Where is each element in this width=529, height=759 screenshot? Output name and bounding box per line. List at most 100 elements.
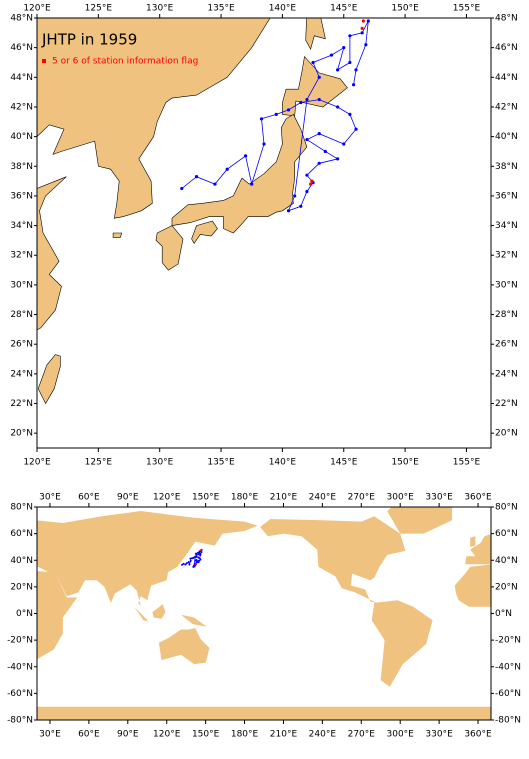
x-tick-label: 150°E xyxy=(192,730,220,740)
track-line xyxy=(181,20,369,212)
y-tick-label: 26°N xyxy=(10,340,33,350)
station xyxy=(317,161,321,165)
y-tick-label: -20°N xyxy=(7,636,33,646)
station xyxy=(354,127,358,131)
landmass xyxy=(152,604,166,619)
legend-marker xyxy=(42,59,46,63)
x-tick-label: 120°E xyxy=(153,493,181,503)
y-tick-label: 42°N xyxy=(495,102,518,112)
y-tick-label: 40°N xyxy=(10,556,33,566)
x-tick-label: 135°E xyxy=(207,458,235,468)
y-tick-label: 40°N xyxy=(495,556,518,566)
landmass xyxy=(155,225,184,271)
frame xyxy=(36,17,492,449)
station xyxy=(185,562,188,565)
y-tick-label: 24°N xyxy=(10,369,33,379)
x-tick-label: 140°E xyxy=(269,458,297,468)
x-tick-label: 145°E xyxy=(330,458,358,468)
station xyxy=(194,175,199,179)
flagged-station xyxy=(360,26,364,30)
y-tick-label: 36°N xyxy=(495,191,518,201)
y-tick-label: 20°N xyxy=(10,582,33,592)
y-tick-label: 20°N xyxy=(495,429,518,439)
station xyxy=(348,112,352,116)
station xyxy=(336,105,340,109)
landmass xyxy=(371,600,433,687)
y-tick-label: 34°N xyxy=(10,221,33,231)
landmass xyxy=(181,614,207,627)
station xyxy=(199,554,202,557)
landmass xyxy=(134,606,149,622)
y-tick-label: 46°N xyxy=(10,43,33,53)
station xyxy=(299,100,303,105)
station xyxy=(225,167,229,171)
x-tick-label: 210°E xyxy=(270,493,298,503)
stations xyxy=(181,548,203,568)
x-tick-label: 125°E xyxy=(85,458,113,468)
x-tick-label: 240°E xyxy=(309,493,337,503)
station xyxy=(323,149,327,154)
landmass xyxy=(305,18,326,50)
landmass xyxy=(37,176,67,331)
station xyxy=(243,154,248,158)
x-tick-label: 180°E xyxy=(231,493,259,503)
station xyxy=(366,19,370,23)
x-tick-label: 360°E xyxy=(464,493,492,503)
station xyxy=(305,173,309,177)
x-tick-label: 125°E xyxy=(85,4,113,14)
y-tick-label: 22°N xyxy=(495,399,518,409)
x-tick-label: 120°E xyxy=(23,458,51,468)
frame xyxy=(36,506,492,721)
station xyxy=(336,157,340,161)
x-tick-label: 140°E xyxy=(269,4,297,14)
station xyxy=(317,97,321,102)
station xyxy=(293,194,297,198)
y-tick-label: 32°N xyxy=(495,251,518,261)
station xyxy=(189,557,192,560)
x-tick-label: 145°E xyxy=(330,4,358,14)
x-tick-label: 270°E xyxy=(348,730,376,740)
x-tick-label: 120°E xyxy=(153,730,181,740)
station xyxy=(213,182,217,186)
landmass xyxy=(112,232,123,238)
station xyxy=(329,53,334,57)
x-tick-label: 130°E xyxy=(146,458,174,468)
station xyxy=(187,560,190,563)
flagged-station xyxy=(310,179,314,183)
station xyxy=(199,558,202,561)
y-tick-label: 46°N xyxy=(495,43,518,53)
x-tick-label: 90°E xyxy=(117,730,139,740)
station xyxy=(299,204,303,208)
landmass xyxy=(282,55,348,117)
station xyxy=(192,564,195,567)
x-tick-label: 30°E xyxy=(39,730,61,740)
y-tick-label: 38°N xyxy=(10,162,33,172)
y-tick-label: 0°N xyxy=(16,609,33,619)
landmass xyxy=(387,507,453,534)
station xyxy=(305,137,309,142)
station xyxy=(342,142,346,146)
x-tick-label: 330°E xyxy=(425,493,453,503)
landmass xyxy=(470,536,476,547)
land xyxy=(37,18,348,405)
x-tick-label: 135°E xyxy=(207,4,235,14)
y-tick-label: 26°N xyxy=(495,340,518,350)
y-tick-label: 30°N xyxy=(10,280,33,290)
x-tick-label: 155°E xyxy=(453,4,481,14)
station xyxy=(259,117,264,121)
landmass xyxy=(37,571,78,660)
y-tick-label: 42°N xyxy=(10,102,33,112)
station xyxy=(305,189,309,194)
x-tick-label: 30°E xyxy=(39,493,61,503)
station xyxy=(274,112,278,116)
station xyxy=(286,209,291,213)
y-tick-label: 38°N xyxy=(495,162,518,172)
y-tick-label: 48°N xyxy=(495,14,518,24)
x-tick-label: 150°E xyxy=(391,458,419,468)
y-tick-label: -40°N xyxy=(7,662,33,672)
station xyxy=(197,561,200,564)
landmass xyxy=(465,534,491,565)
station xyxy=(348,34,352,38)
station xyxy=(181,563,184,566)
station xyxy=(180,186,184,191)
